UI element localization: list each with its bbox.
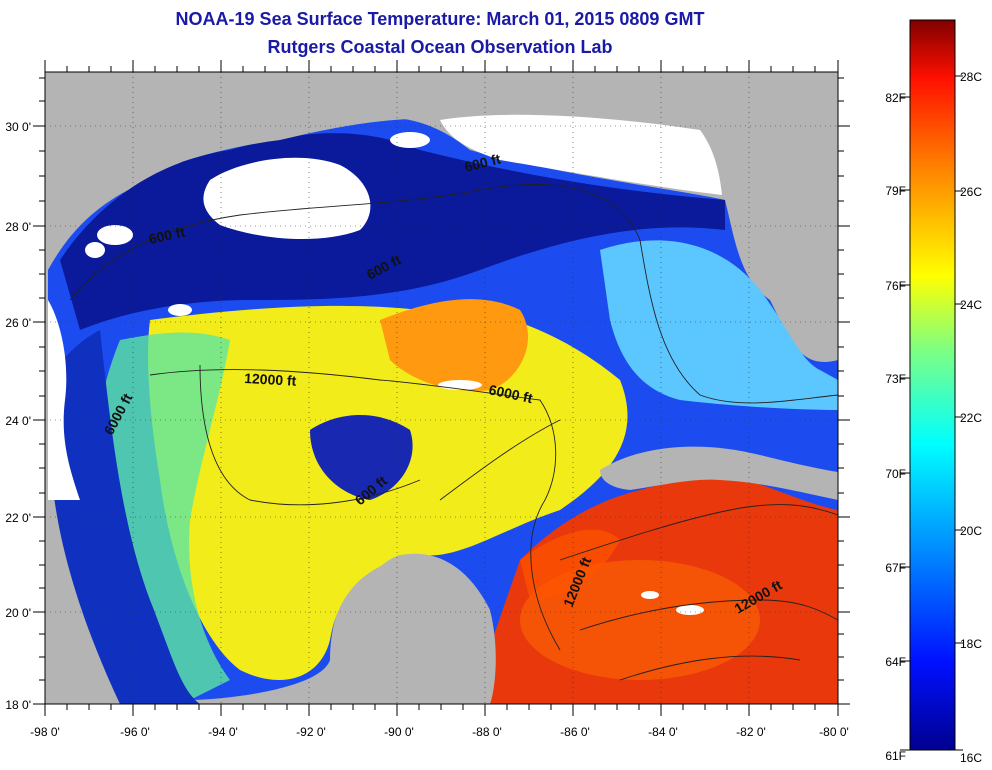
lon-tick-label: -94 0' [208, 725, 238, 739]
cloud-cover [48, 114, 722, 615]
colorbar [909, 19, 956, 751]
cloud-west [48, 300, 80, 500]
contour-6000 [199, 364, 421, 506]
map-title: NOAA-19 Sea Surface Temperature: March 0… [175, 9, 705, 29]
lon-tick-label: -98 0' [30, 725, 60, 739]
cloud-north-east [440, 114, 722, 195]
lat-tick-label: 24 0' [5, 414, 31, 428]
land-masses [45, 72, 838, 704]
lon-tick-label: -84 0' [648, 725, 678, 739]
yucatan-channel-warm [520, 529, 620, 600]
lon-tick-label: -92 0' [296, 725, 326, 739]
colorbar-f-label: 73F [885, 372, 906, 386]
lon-tick-label: -86 0' [560, 725, 590, 739]
lat-tick-label: 20 0' [5, 606, 31, 620]
contour-yucatan [439, 419, 561, 501]
colorbar-f-label: 70F [885, 467, 906, 481]
colorbar-f-label: 67F [885, 561, 906, 575]
colorbar-f-label: 76F [885, 279, 906, 293]
colorbar-c-label: 24C [960, 298, 982, 312]
lat-tick-label: 26 0' [5, 316, 31, 330]
lat-tick-label: 30 0' [5, 120, 31, 134]
colorbar-f-label: 61F [885, 749, 906, 763]
cuba [600, 446, 838, 500]
contour-caribbean-2 [579, 599, 838, 631]
cloud-large-north [203, 157, 371, 240]
graticule [45, 72, 838, 704]
colorbar-c-labels: 28C 26C 24C 22C 20C 18C 16C [960, 70, 982, 765]
orange-patch [380, 299, 529, 391]
cloud-puff-2 [85, 242, 105, 258]
axis-ticks [33, 60, 850, 716]
colorbar-ticks [900, 75, 963, 751]
central-cold-blotch [310, 415, 413, 500]
contour-caribbean-1 [559, 504, 838, 561]
contour-12000 [149, 369, 561, 651]
contour-label: 12000 ft [244, 370, 297, 389]
caribbean-warm-core [520, 560, 760, 680]
colorbar-c-label: 28C [960, 70, 982, 84]
lat-axis-labels: 18 0' 20 0' 22 0' 24 0' 26 0' 28 0' 30 0… [5, 120, 31, 712]
cloud-puff-5 [438, 380, 482, 390]
lon-tick-label: -90 0' [384, 725, 414, 739]
bathymetry-contours [69, 184, 838, 681]
contour-shelf-600 [69, 184, 838, 404]
colorbar-c-label: 18C [960, 637, 982, 651]
central-warm-band [148, 305, 628, 680]
west-cold-strip [48, 330, 200, 704]
cloud-puff-3 [168, 304, 192, 316]
colorbar-c-label: 16C [960, 751, 982, 765]
lat-tick-label: 18 0' [5, 698, 31, 712]
colorbar-c-label: 22C [960, 411, 982, 425]
florida-peninsula [725, 72, 838, 360]
contour-caribbean-3 [619, 655, 801, 681]
cloud-puff-7 [641, 591, 659, 599]
colorbar-f-label: 79F [885, 184, 906, 198]
contour-label: 600 ft [147, 224, 186, 247]
colorbar-c-label: 26C [960, 185, 982, 199]
lon-tick-label: -96 0' [120, 725, 150, 739]
east-cool-patch [600, 240, 838, 410]
cloud-puff-6 [676, 605, 704, 615]
colorbar-f-label: 64F [885, 655, 906, 669]
lon-tick-label: -80 0' [819, 725, 849, 739]
cloud-puff-1 [97, 225, 133, 245]
lon-tick-label: -82 0' [736, 725, 766, 739]
yucatan-peninsula [330, 553, 496, 704]
lat-tick-label: 28 0' [5, 220, 31, 234]
lon-tick-label: -88 0' [472, 725, 502, 739]
colorbar-f-label: 82F [885, 91, 906, 105]
cloud-puff-4 [390, 132, 430, 148]
lat-tick-label: 22 0' [5, 511, 31, 525]
colorbar-f-labels: 82F 79F 76F 73F 70F 67F 64F 61F [885, 91, 906, 763]
sst-field: 600 ft 600 ft 600 ft 12000 ft 6000 ft 60… [45, 72, 838, 704]
lon-axis-labels: -98 0' -96 0' -94 0' -92 0' -90 0' -88 0… [30, 725, 849, 739]
map-subtitle: Rutgers Coastal Ocean Observation Lab [267, 37, 613, 57]
us-gulf-coast [45, 72, 725, 270]
colorbar-c-label: 20C [960, 524, 982, 538]
